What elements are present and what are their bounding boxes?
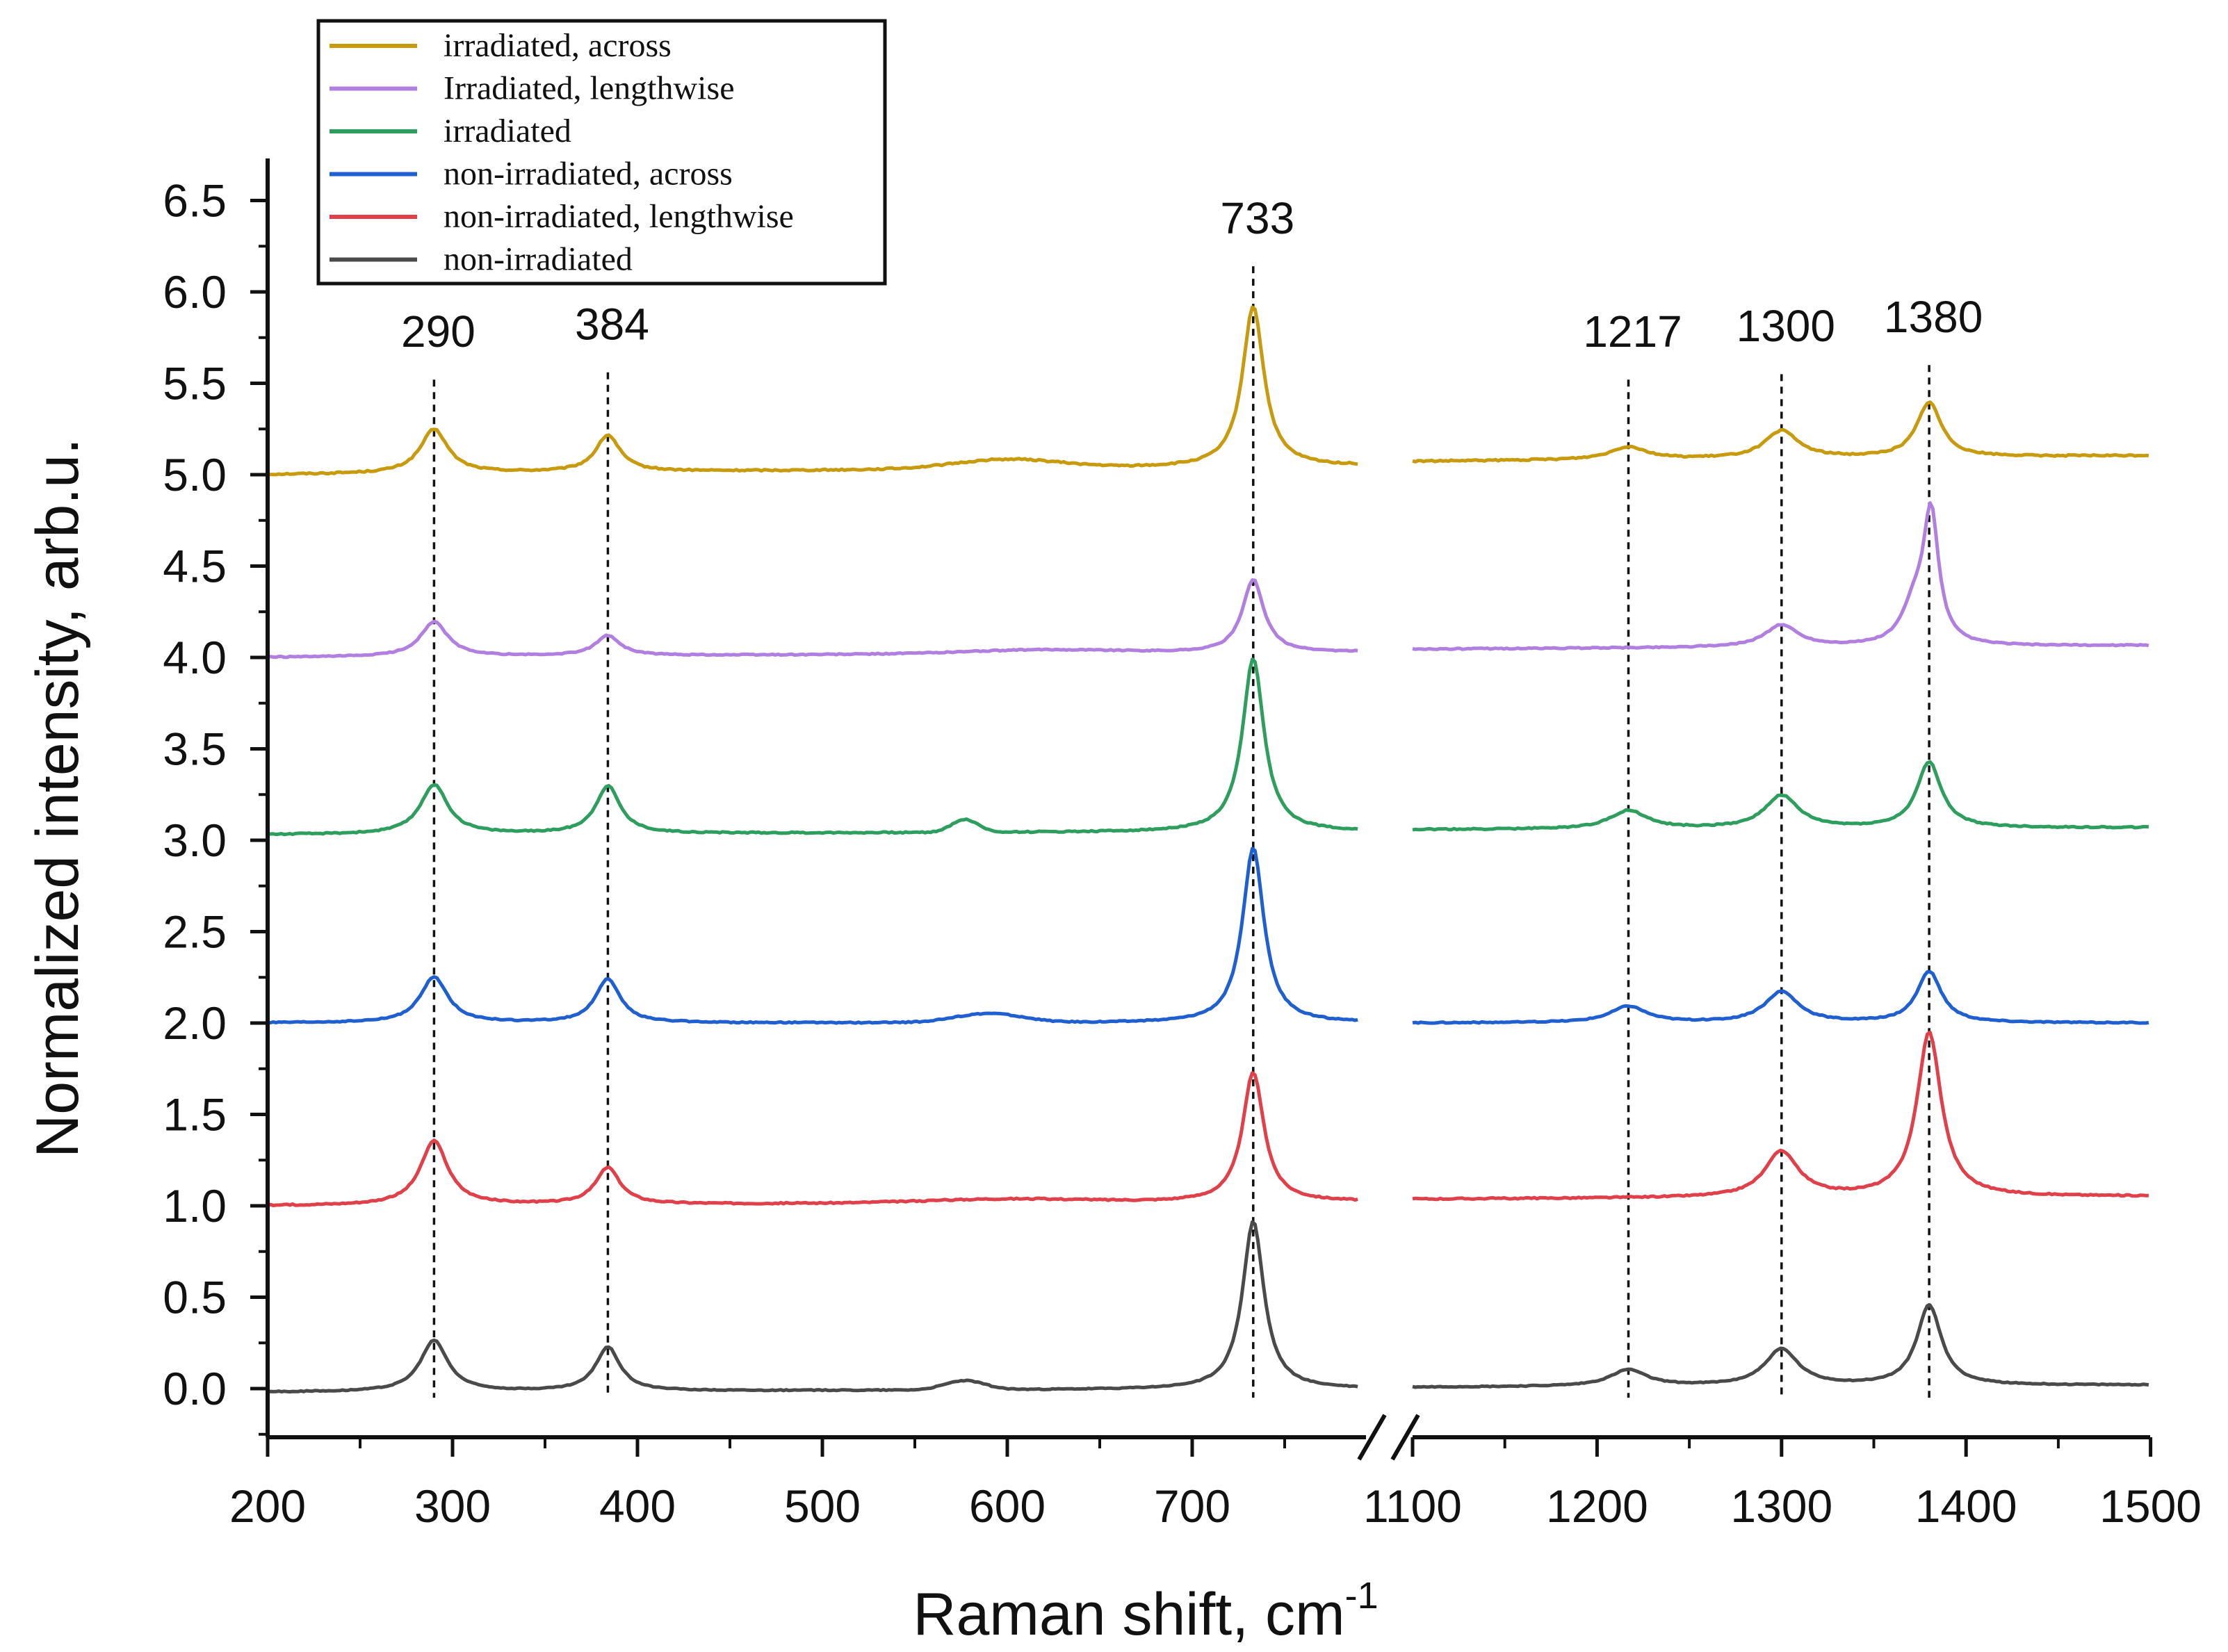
series-line-3	[1412, 970, 2149, 1025]
series-line-0	[267, 305, 1358, 477]
y-tick-label: 2.5	[163, 906, 227, 958]
x-tick-label: 700	[1154, 1480, 1230, 1532]
y-tick-label: 1.5	[163, 1089, 227, 1140]
legend-label: non-irradiated	[444, 241, 633, 278]
y-tick-label: 4.5	[163, 541, 227, 592]
peak-label-1300: 1300	[1737, 301, 1835, 351]
x-tick-label: 1200	[1546, 1480, 1648, 1532]
legend-label: non-irradiated, across	[444, 156, 733, 193]
peak-labels: 290 384 733 1217 1300 1380	[401, 193, 1983, 357]
axes: 0.0 0.5 1.0 1.5 2.0 2.5 3.0 3.5 4.0 4.5 5.0 5.5 6.0 6…	[163, 158, 2202, 1532]
x-ticks: 200 300 400 500 600 700 1100 1200 1300 1400 1500	[229, 1437, 2202, 1532]
x-tick-label: 300	[414, 1480, 491, 1532]
x-tick-label: 1500	[2099, 1480, 2202, 1532]
legend-label: non-irradiated, lengthwise	[444, 198, 794, 235]
y-tick-label: 3.5	[163, 723, 227, 775]
x-tick-label: 200	[229, 1480, 306, 1532]
peak-label-1380: 1380	[1884, 292, 1983, 342]
legend-label: irradiated, across	[444, 27, 672, 64]
series-line-5	[1412, 1303, 2149, 1389]
axis-break-mark	[1357, 1414, 1420, 1461]
series-line-4	[267, 1071, 1358, 1207]
series-line-5	[267, 1220, 1358, 1394]
x-tick-label: 1100	[1363, 1480, 1462, 1532]
series-line-4	[1412, 1030, 2149, 1202]
y-tick-label: 0.5	[163, 1272, 227, 1323]
x-axis-title: Raman shift, cm-1	[913, 1575, 1378, 1648]
x-axis-title-superscript: -1	[1345, 1575, 1379, 1617]
peak-marker-lines	[432, 266, 1930, 1398]
series-line-3	[268, 847, 1358, 1025]
y-tick-label: 6.0	[163, 266, 227, 318]
peak-label-384: 384	[575, 299, 649, 349]
y-ticks: 0.0 0.5 1.0 1.5 2.0 2.5 3.0 3.5 4.0 4.5 5.0 5.5 6.0 6…	[163, 175, 268, 1436]
x-axis-title-text: Raman shift, cm	[913, 1581, 1344, 1648]
series-line-1	[1412, 501, 2149, 651]
legend-label: Irradiated, lengthwise	[444, 70, 735, 107]
legend: irradiated, across Irradiated, lengthwise…	[316, 19, 887, 286]
legend-label: irradiated	[444, 113, 571, 149]
x-tick-label: 1300	[1730, 1480, 1832, 1532]
y-tick-label: 0.0	[163, 1363, 227, 1414]
y-tick-label: 3.0	[163, 815, 227, 866]
y-tick-label: 2.0	[163, 997, 227, 1049]
x-tick-label: 600	[969, 1480, 1046, 1532]
peak-label-733: 733	[1220, 193, 1294, 243]
peak-label-1217: 1217	[1583, 306, 1682, 357]
y-tick-label: 1.0	[163, 1180, 227, 1232]
series-line-2	[267, 657, 1358, 837]
x-tick-label: 1400	[1915, 1480, 2017, 1532]
y-tick-label: 5.0	[163, 449, 227, 500]
series-line-1	[267, 578, 1358, 660]
legend-box	[316, 19, 887, 286]
y-axis-title: Normalized intensity, arb.u.	[24, 438, 91, 1158]
y-tick-label: 5.5	[163, 358, 227, 409]
y-tick-label: 6.5	[163, 175, 227, 227]
series-line-2	[1412, 760, 2149, 832]
y-tick-label: 4.0	[163, 632, 227, 683]
x-tick-label: 400	[599, 1480, 676, 1532]
series-line-0	[1412, 400, 2149, 464]
peak-label-290: 290	[401, 306, 475, 357]
series-right-segment	[1412, 400, 2149, 1389]
x-tick-label: 500	[784, 1480, 861, 1532]
series-left-segment	[267, 305, 1358, 1394]
